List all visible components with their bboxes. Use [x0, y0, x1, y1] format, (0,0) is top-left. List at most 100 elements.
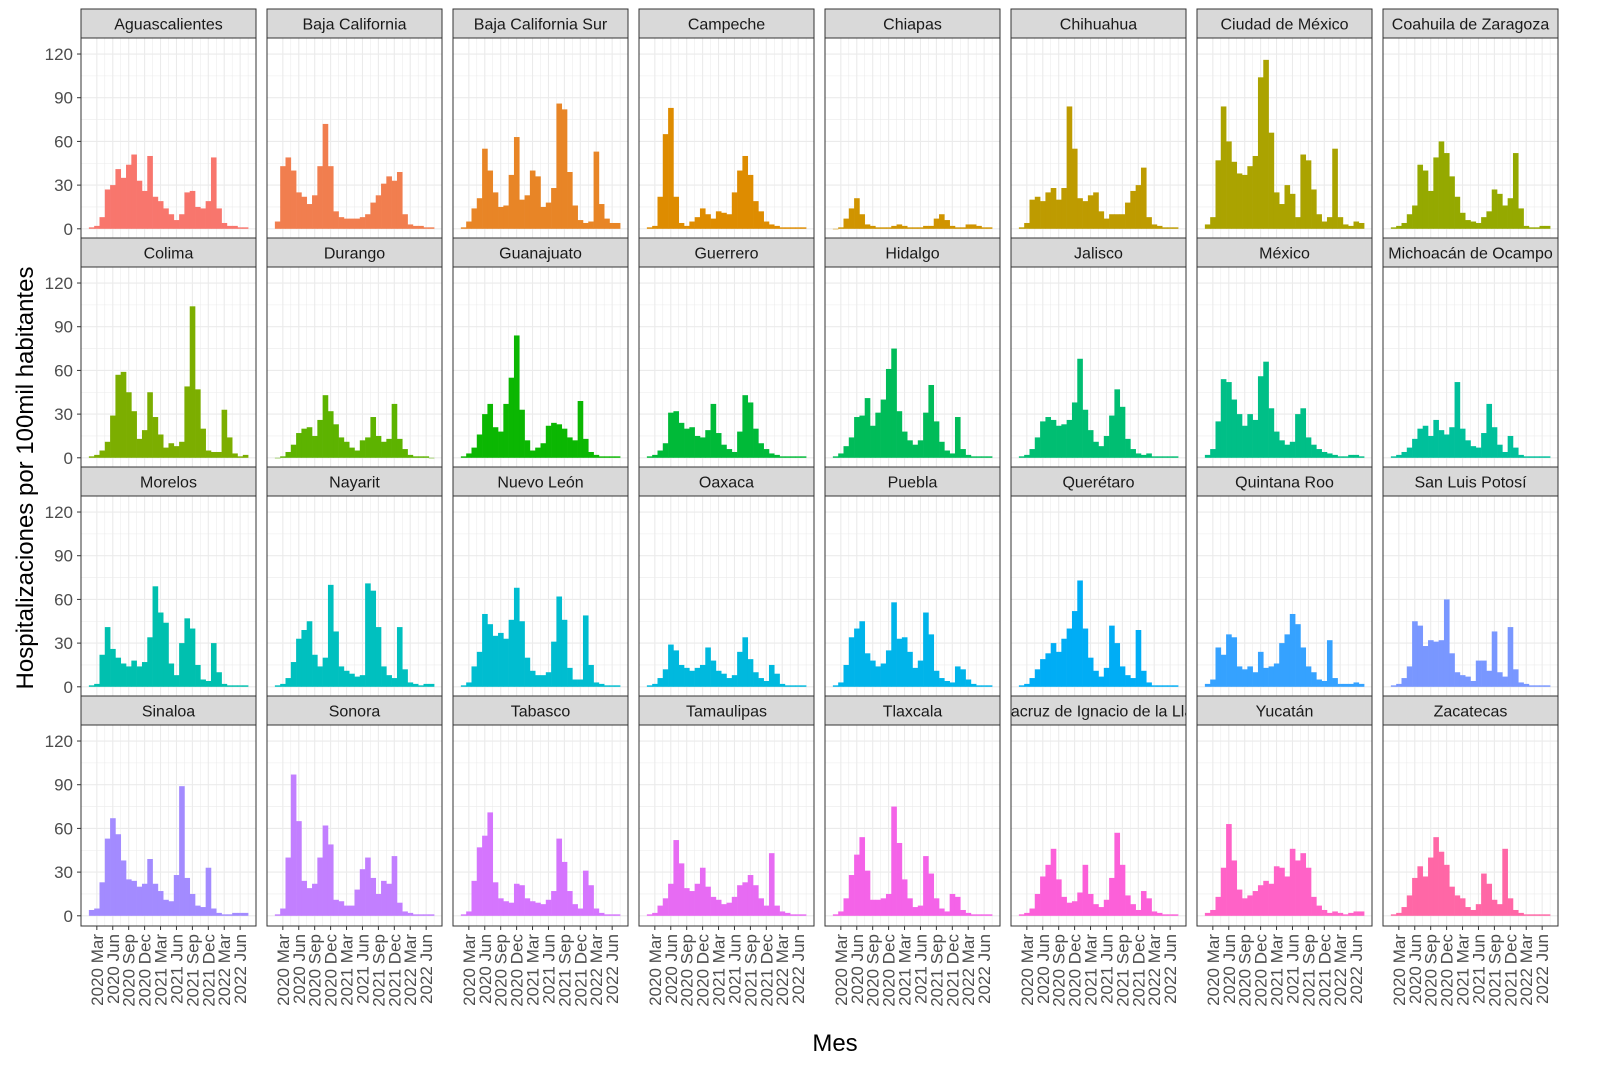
- bar: [657, 196, 664, 229]
- bar: [662, 443, 669, 458]
- bar: [912, 907, 919, 916]
- bar: [1210, 909, 1216, 916]
- bar: [859, 415, 866, 458]
- bar: [205, 680, 212, 687]
- bar: [524, 440, 531, 458]
- bar: [646, 914, 653, 916]
- bar: [742, 637, 749, 687]
- bar: [322, 123, 329, 229]
- bar: [790, 914, 796, 916]
- bar: [939, 678, 945, 687]
- bar: [147, 637, 153, 687]
- bar: [1236, 666, 1243, 687]
- facet-strip: [824, 237, 1001, 268]
- bar: [1300, 154, 1307, 229]
- bar: [976, 914, 982, 916]
- bar: [115, 169, 122, 229]
- bar: [285, 857, 292, 916]
- bar: [880, 898, 887, 916]
- bar: [593, 908, 600, 916]
- bar: [498, 898, 504, 916]
- bar: [652, 225, 658, 229]
- bar: [1353, 682, 1360, 687]
- bar: [721, 444, 727, 458]
- bar: [1422, 646, 1429, 687]
- bar: [423, 914, 430, 916]
- bar: [545, 672, 552, 687]
- panel-border: [638, 724, 815, 927]
- bar: [673, 411, 680, 458]
- bar: [1236, 889, 1243, 916]
- bar: [790, 685, 796, 687]
- x-tick-label: 2021 Mar: [1082, 934, 1101, 1006]
- bar: [960, 909, 966, 916]
- bar: [370, 417, 377, 458]
- bar: [986, 456, 993, 458]
- bar: [880, 663, 887, 687]
- bar: [1316, 449, 1322, 458]
- facet-strip: [824, 695, 1001, 726]
- bar: [349, 673, 355, 687]
- facet-strip: [824, 466, 1001, 497]
- bar: [1470, 446, 1477, 458]
- bar: [848, 875, 855, 916]
- bar: [179, 214, 185, 229]
- x-tick-label: 2022 Mar: [959, 934, 978, 1006]
- bar: [1082, 409, 1089, 458]
- bar: [1539, 456, 1546, 458]
- bar: [1125, 675, 1131, 687]
- bar: [875, 899, 881, 916]
- x-tick-label: 2022 Mar: [1145, 934, 1164, 1006]
- bar: [1422, 876, 1429, 916]
- bar: [1077, 198, 1083, 229]
- bar: [110, 648, 116, 687]
- bar: [646, 456, 653, 458]
- facet-strip-label: Baja California Sur: [474, 17, 608, 34]
- bar: [1093, 441, 1099, 458]
- bar: [391, 180, 398, 229]
- bar: [120, 177, 127, 229]
- bar: [423, 456, 430, 458]
- bar: [1534, 914, 1540, 916]
- bar: [99, 654, 106, 687]
- y-tick-label: 120: [45, 274, 73, 293]
- facet-panel: Baja California: [266, 8, 443, 240]
- bar: [859, 837, 866, 916]
- bar: [1018, 685, 1025, 687]
- x-tick-label: 2022 Mar: [215, 934, 234, 1006]
- bar: [551, 891, 557, 916]
- bar: [1045, 864, 1052, 916]
- bar: [503, 901, 509, 916]
- bar: [1050, 848, 1057, 916]
- bar: [1252, 155, 1259, 229]
- bar: [482, 414, 488, 458]
- bar: [370, 590, 377, 687]
- bar: [529, 450, 536, 458]
- bar: [110, 415, 116, 458]
- bar: [1348, 454, 1354, 458]
- bar: [519, 621, 525, 687]
- bar: [731, 896, 738, 916]
- facet-strip-label: Quintana Roo: [1235, 475, 1334, 492]
- bar: [710, 896, 717, 916]
- facet-strip: [1196, 8, 1373, 39]
- bar: [1236, 414, 1243, 458]
- bar: [1528, 456, 1535, 458]
- bar: [1518, 454, 1524, 458]
- x-tick-label: 2020 Dec: [1066, 934, 1085, 1007]
- bar: [758, 898, 764, 916]
- bar: [609, 222, 616, 229]
- bar: [699, 664, 706, 687]
- bar: [1295, 414, 1301, 458]
- bar: [152, 417, 159, 458]
- bar: [460, 685, 467, 687]
- bar: [1125, 438, 1131, 458]
- y-tick-label: 60: [54, 819, 73, 838]
- bar: [1204, 683, 1211, 687]
- bar: [274, 457, 281, 459]
- bar: [375, 435, 382, 458]
- bar: [1034, 437, 1041, 458]
- bar: [152, 196, 159, 229]
- facet-panel: Guerrero: [638, 237, 815, 469]
